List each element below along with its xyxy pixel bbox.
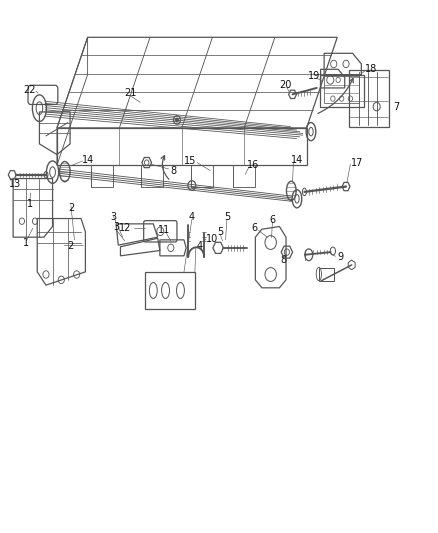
- Bar: [91, 165, 113, 187]
- Text: 4: 4: [196, 241, 202, 251]
- Bar: [319, 268, 334, 281]
- Text: 8: 8: [281, 255, 287, 264]
- Bar: [191, 165, 213, 187]
- Text: 10: 10: [206, 234, 219, 244]
- Text: 6: 6: [252, 223, 258, 233]
- Text: 5: 5: [224, 213, 230, 222]
- Text: 22: 22: [24, 85, 36, 94]
- Bar: [145, 272, 195, 309]
- Text: 4: 4: [189, 213, 195, 222]
- Text: 6: 6: [269, 215, 276, 224]
- Text: 19: 19: [308, 71, 321, 80]
- Text: 17: 17: [351, 158, 363, 167]
- Text: 8: 8: [170, 166, 176, 175]
- Text: 1: 1: [23, 238, 29, 247]
- Text: 3: 3: [113, 222, 119, 231]
- Text: 5: 5: [217, 227, 223, 237]
- Text: 14: 14: [82, 155, 95, 165]
- Text: 18: 18: [365, 64, 378, 74]
- Text: 2: 2: [68, 203, 74, 213]
- Text: 15: 15: [184, 156, 197, 166]
- Text: 13: 13: [9, 179, 21, 189]
- Text: 21: 21: [124, 88, 137, 98]
- Text: 2: 2: [67, 241, 73, 251]
- Bar: [233, 165, 255, 187]
- Circle shape: [176, 118, 178, 122]
- Text: 9: 9: [338, 253, 344, 262]
- Bar: [141, 165, 163, 187]
- Text: 7: 7: [393, 102, 399, 111]
- Text: 14: 14: [291, 155, 303, 165]
- Text: 11: 11: [158, 225, 170, 235]
- Text: 1: 1: [27, 199, 33, 208]
- Text: 3: 3: [110, 213, 116, 222]
- Text: 20: 20: [279, 80, 292, 90]
- Text: 12: 12: [119, 223, 131, 232]
- Text: 16: 16: [247, 160, 259, 170]
